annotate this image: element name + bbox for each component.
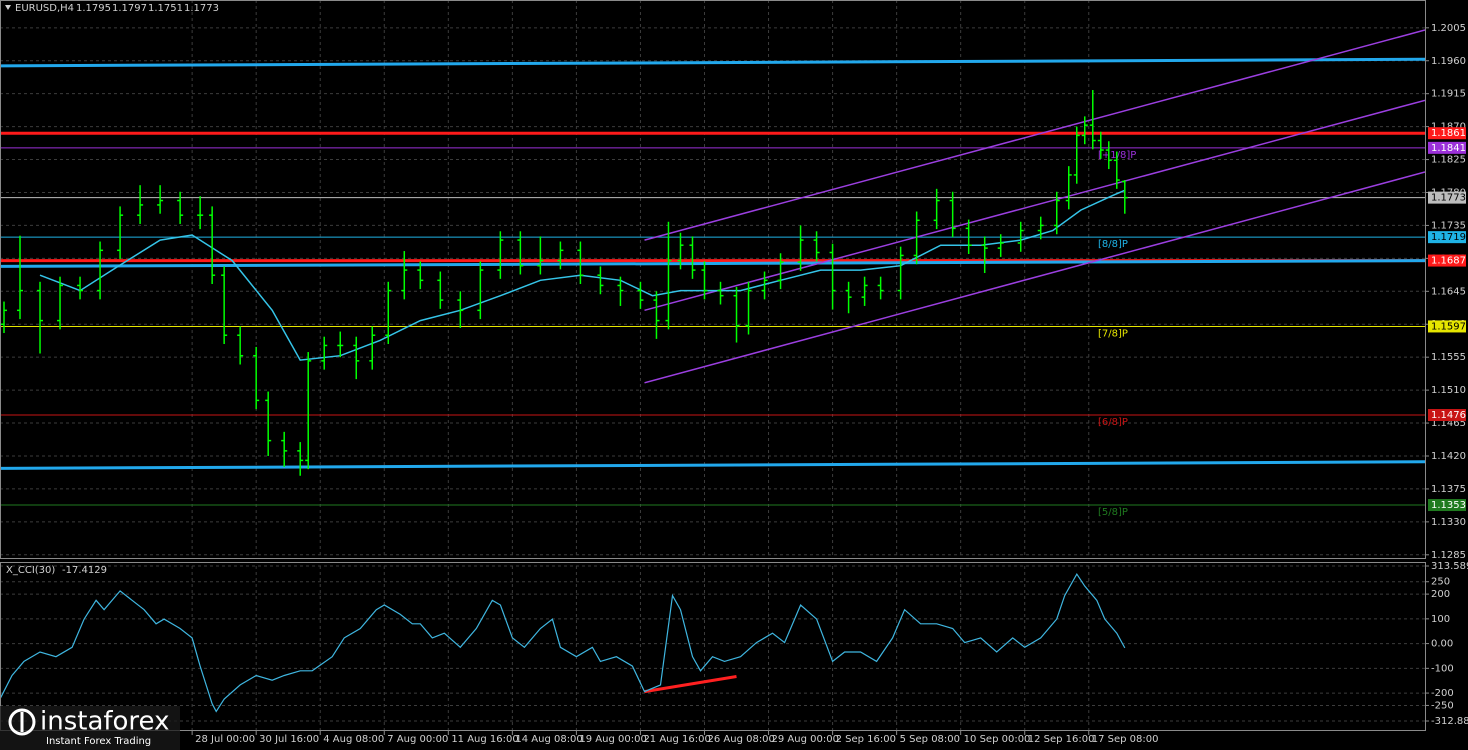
y-tick-label: -312.8800 — [1431, 716, 1468, 727]
level-tag — [1428, 191, 1466, 204]
y-tick-label: 1.1465 — [1431, 418, 1466, 429]
price-panel: [+1/8]P[8/8]P[7/8]P[6/8]P[5/8]P — [0, 0, 1425, 558]
trend-line — [0, 460, 1425, 470]
y-tick-label: 1.1510 — [1431, 385, 1466, 396]
level-tag — [1428, 231, 1466, 244]
y-tick-label: 1.1960 — [1431, 56, 1466, 67]
y-tick-label: 1.1555 — [1431, 352, 1466, 363]
trend-line — [0, 259, 1425, 268]
trend-line — [644, 99, 1425, 312]
y-tick-label: 0.00 — [1431, 639, 1453, 650]
x-tick-label: 4 Aug 08:00 — [323, 734, 384, 745]
axes: 1.20051.19601.19151.18701.18251.17801.17… — [191, 23, 1468, 745]
symbol-title: EURUSD,H4 — [15, 3, 74, 14]
level-tag — [1428, 141, 1466, 154]
x-tick-label: 11 Aug 16:00 — [451, 734, 518, 745]
level-label: [7/8]P — [1098, 328, 1128, 339]
level-tag-label: 1.1353 — [1431, 500, 1466, 511]
close-value: 1.1773 — [184, 3, 219, 14]
watermark: instaforex Instant Forex Trading — [0, 706, 180, 750]
level-tag-label: 1.1687 — [1431, 256, 1466, 267]
x-tick-label: 5 Sep 08:00 — [900, 734, 960, 745]
x-tick-label: 19 Aug 00:00 — [579, 734, 646, 745]
level-tag — [1428, 499, 1466, 512]
y-tick-label: 1.1375 — [1431, 484, 1466, 495]
watermark-brand: instaforex — [40, 707, 169, 737]
y-tick-label: -250 — [1431, 700, 1454, 711]
level-tag-label: 1.1773 — [1431, 193, 1466, 204]
level-tag — [1428, 320, 1466, 333]
indicator-value: -17.4129 — [62, 565, 107, 576]
y-tick-label: 1.1735 — [1431, 220, 1466, 231]
y-tick-label: 1.1825 — [1431, 155, 1466, 166]
price-frame — [0, 0, 1426, 559]
indicator-title: X_CCI(30) — [6, 565, 55, 576]
level-label: [8/8]P — [1098, 239, 1128, 250]
trend-line — [644, 29, 1425, 241]
y-tick-label: 100 — [1431, 614, 1450, 625]
level-tag — [1428, 127, 1466, 140]
low-value: 1.1751 — [148, 3, 183, 14]
x-tick-label: 10 Sep 00:00 — [964, 734, 1031, 745]
x-tick-label: 2 Sep 16:00 — [836, 734, 896, 745]
trend-line — [644, 675, 737, 694]
trend-line — [644, 171, 1425, 384]
logo-icon — [8, 708, 36, 736]
header: EURUSD,H4 1.1795 1.1797 1.1751 1.1773 — [5, 3, 219, 14]
level-label: [6/8]P — [1098, 417, 1128, 428]
level-tag-label: 1.1719 — [1431, 232, 1466, 243]
level-tag-label: 1.1597 — [1431, 321, 1466, 332]
indicator-line — [0, 572, 1126, 713]
x-tick-label: 28 Jul 00:00 — [195, 734, 255, 745]
x-tick-label: 21 Aug 16:00 — [643, 734, 710, 745]
y-tick-label: -200 — [1431, 688, 1454, 699]
trend-line — [0, 57, 1425, 68]
y-tick-label: 200 — [1431, 589, 1450, 600]
level-tag — [1428, 254, 1466, 267]
x-tick-label: 12 Sep 16:00 — [1028, 734, 1095, 745]
y-tick-label: 1.1420 — [1431, 451, 1466, 462]
level-label: [5/8]P — [1098, 507, 1128, 518]
y-tick-label: 250 — [1431, 577, 1450, 588]
y-tick-label: -100 — [1431, 663, 1454, 674]
indicator-frame — [0, 562, 1426, 731]
open-value: 1.1795 — [76, 3, 111, 14]
level-tag-label: 1.1841 — [1431, 143, 1466, 154]
x-tick-label: 17 Sep 08:00 — [1092, 734, 1159, 745]
y-tick-label: 1.1915 — [1431, 89, 1466, 100]
y-tick-label: 1.1870 — [1431, 122, 1466, 133]
y-tick-label: 313.5897 — [1431, 561, 1468, 572]
indicator-header: X_CCI(30) -17.4129 — [6, 565, 107, 576]
x-tick-label: 29 Aug 00:00 — [772, 734, 839, 745]
high-value: 1.1797 — [112, 3, 147, 14]
watermark-tagline: Instant Forex Trading — [46, 736, 151, 747]
indicator-panel — [0, 563, 1425, 730]
x-tick-label: 30 Jul 16:00 — [259, 734, 319, 745]
level-tag — [1428, 409, 1466, 422]
level-tag-label: 1.1476 — [1431, 410, 1466, 421]
y-tick-label: 1.1330 — [1431, 517, 1466, 528]
menu-arrow[interactable] — [5, 5, 11, 10]
x-tick-label: 14 Aug 08:00 — [515, 734, 582, 745]
y-tick-label: 1.1645 — [1431, 286, 1466, 297]
y-tick-label: 1.2005 — [1431, 23, 1466, 34]
level-tag-label: 1.1861 — [1431, 128, 1466, 139]
x-tick-label: 7 Aug 00:00 — [387, 734, 448, 745]
x-tick-label: 26 Aug 08:00 — [707, 734, 774, 745]
y-tick-label: 1.1285 — [1431, 550, 1466, 561]
